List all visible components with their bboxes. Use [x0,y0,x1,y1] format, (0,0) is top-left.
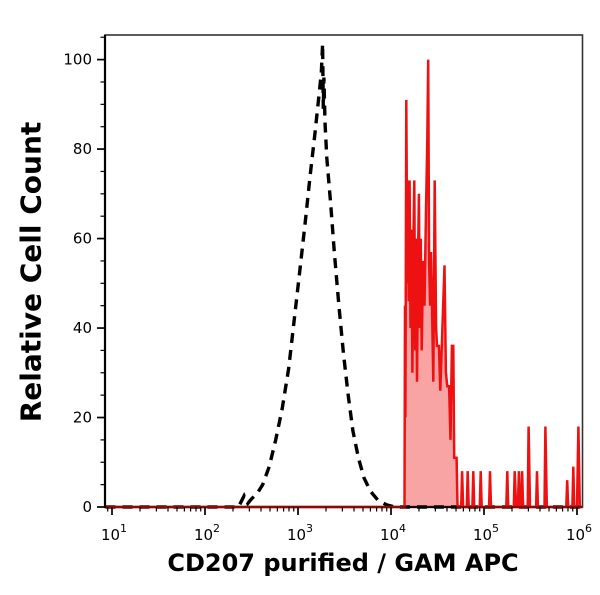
x-tick-label: 105 [473,522,499,544]
y-tick-label: 0 [82,498,92,516]
x-tick-label: 102 [194,522,220,544]
cd207-apc-fill [105,59,583,507]
x-tick-label: 103 [287,522,313,544]
y-tick-label: 100 [63,51,92,69]
x-axis-title: CD207 purified / GAM APC [167,549,519,577]
x-tick-label: 104 [380,522,406,544]
y-tick-label: 80 [73,140,92,158]
y-tick-label: 40 [73,319,92,337]
plot-frame [104,34,584,508]
x-tick-label: 106 [566,522,592,544]
x-tick-label: 101 [101,522,127,544]
negative-control-curve [105,43,583,509]
y-tick-label: 20 [73,409,92,427]
y-tick-label: 60 [73,230,92,248]
cd207-apc-curve [105,59,583,509]
